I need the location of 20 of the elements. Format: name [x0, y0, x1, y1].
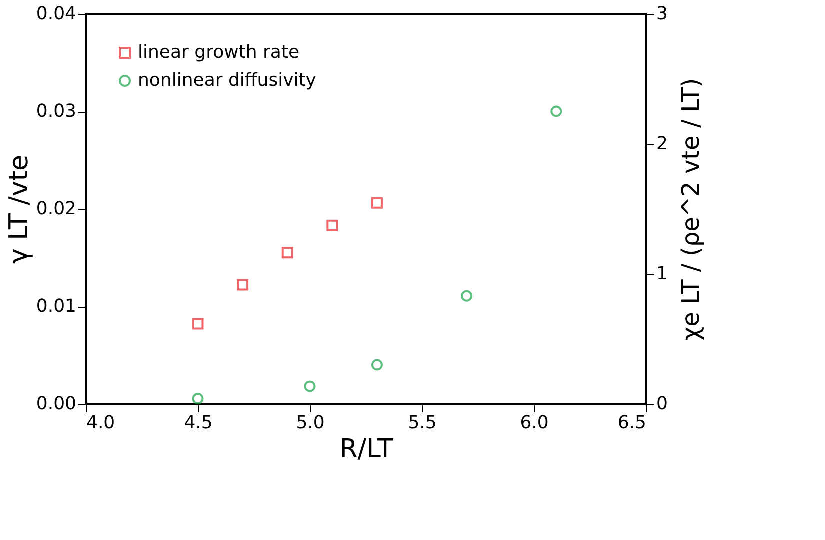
x-tick-label: 4.5 [184, 412, 213, 434]
x-tick-label: 6.5 [618, 412, 646, 434]
y2-tick-label: 3 [656, 4, 668, 24]
x-tick-label: 5.5 [408, 412, 437, 434]
y-tick-label: 0.00 [36, 394, 76, 414]
y-axis-title: γ LT /vte [4, 154, 34, 264]
y2-tick-label: 2 [656, 134, 668, 154]
y-tick-label: 0.01 [36, 296, 76, 317]
y-tick-label: 0.04 [36, 4, 76, 24]
y2-tick-label: 1 [656, 264, 668, 284]
legend-label: nonlinear diffusivity [138, 70, 317, 91]
x-tick-label: 5.0 [296, 412, 325, 434]
y-tick-label: 0.02 [36, 198, 76, 220]
x-tick-label: 4.0 [86, 412, 116, 434]
y2-axis-title: χe LT / (ρe^2 vte / LT) [676, 78, 705, 341]
x-axis-title: R/LT [340, 434, 394, 464]
x-tick-label: 6.0 [520, 412, 549, 434]
y-tick-label: 0.03 [36, 101, 76, 122]
y2-tick-label: 0 [656, 394, 668, 414]
legend-label: linear growth rate [138, 42, 300, 63]
